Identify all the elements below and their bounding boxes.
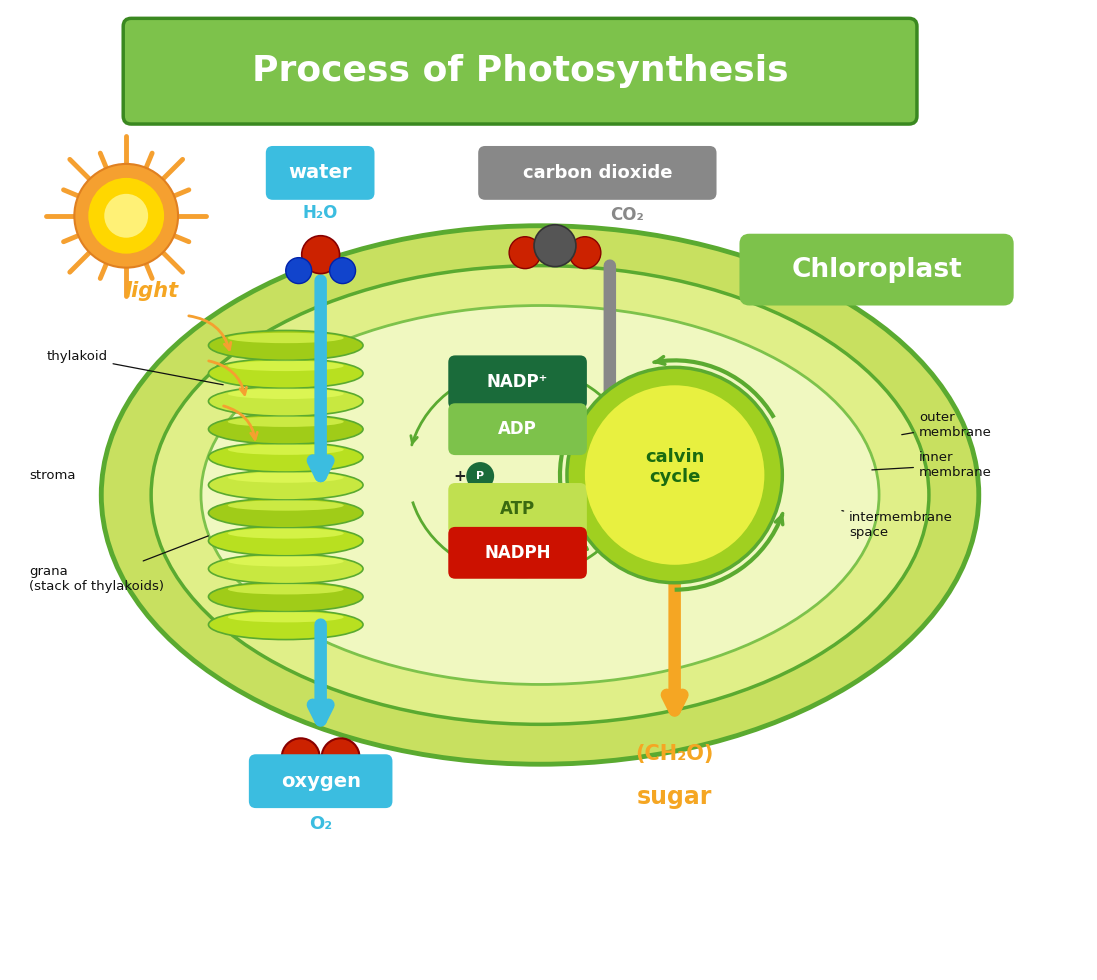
- FancyBboxPatch shape: [478, 146, 716, 200]
- Ellipse shape: [151, 266, 929, 724]
- FancyBboxPatch shape: [265, 146, 374, 200]
- Ellipse shape: [208, 470, 363, 500]
- Text: intermembrane
space: intermembrane space: [841, 511, 953, 539]
- FancyBboxPatch shape: [449, 527, 587, 579]
- Ellipse shape: [228, 528, 343, 539]
- Ellipse shape: [208, 610, 363, 640]
- Text: oxygen: oxygen: [281, 771, 361, 791]
- Text: Chloroplast: Chloroplast: [791, 257, 962, 282]
- Text: P: P: [476, 471, 484, 481]
- FancyBboxPatch shape: [449, 483, 587, 535]
- Text: (CH₂O): (CH₂O): [635, 744, 714, 764]
- Ellipse shape: [228, 444, 343, 455]
- Text: H₂O: H₂O: [303, 204, 338, 221]
- Circle shape: [585, 385, 765, 564]
- Ellipse shape: [208, 498, 363, 528]
- Ellipse shape: [228, 361, 343, 371]
- Circle shape: [509, 237, 541, 269]
- Text: O₂: O₂: [309, 815, 332, 833]
- FancyBboxPatch shape: [449, 403, 587, 455]
- Ellipse shape: [201, 306, 879, 684]
- Ellipse shape: [228, 388, 343, 399]
- Ellipse shape: [208, 442, 363, 472]
- Text: grana
(stack of thylakoids): grana (stack of thylakoids): [30, 536, 208, 593]
- FancyBboxPatch shape: [123, 19, 917, 124]
- Text: +: +: [453, 468, 465, 483]
- Text: CO₂: CO₂: [610, 206, 644, 223]
- Ellipse shape: [228, 556, 343, 566]
- FancyBboxPatch shape: [739, 233, 1014, 306]
- Circle shape: [75, 164, 178, 268]
- Circle shape: [466, 463, 494, 490]
- Text: ADP: ADP: [498, 420, 536, 438]
- Text: carbon dioxide: carbon dioxide: [522, 164, 672, 182]
- Text: inner
membrane: inner membrane: [872, 451, 992, 479]
- Ellipse shape: [228, 500, 343, 511]
- Circle shape: [302, 236, 340, 273]
- Circle shape: [285, 258, 312, 283]
- Text: Process of Photosynthesis: Process of Photosynthesis: [252, 54, 789, 88]
- Text: thylakoid: thylakoid: [46, 351, 223, 385]
- Text: stroma: stroma: [30, 468, 76, 481]
- Circle shape: [88, 178, 165, 254]
- Text: NADP⁺: NADP⁺: [487, 373, 548, 391]
- Circle shape: [104, 194, 148, 238]
- Ellipse shape: [228, 472, 343, 483]
- Text: calvin
cycle: calvin cycle: [645, 448, 704, 486]
- Text: NADPH: NADPH: [485, 544, 551, 562]
- FancyBboxPatch shape: [249, 755, 393, 808]
- Ellipse shape: [228, 416, 343, 427]
- Ellipse shape: [228, 332, 343, 343]
- Circle shape: [282, 738, 319, 776]
- Text: water: water: [289, 164, 352, 182]
- Ellipse shape: [208, 359, 363, 388]
- Text: ATP: ATP: [500, 500, 535, 518]
- Circle shape: [534, 224, 576, 267]
- Ellipse shape: [101, 225, 979, 764]
- Ellipse shape: [208, 526, 363, 556]
- Ellipse shape: [208, 582, 363, 612]
- Circle shape: [321, 738, 360, 776]
- Circle shape: [567, 368, 782, 583]
- Ellipse shape: [208, 386, 363, 416]
- Circle shape: [569, 237, 601, 269]
- Text: sugar: sugar: [637, 785, 712, 809]
- Ellipse shape: [228, 612, 343, 622]
- Circle shape: [329, 258, 355, 283]
- Text: outer
membrane: outer membrane: [902, 412, 992, 439]
- Ellipse shape: [228, 584, 343, 595]
- Ellipse shape: [208, 554, 363, 584]
- Ellipse shape: [208, 330, 363, 361]
- Text: light: light: [124, 280, 178, 301]
- Ellipse shape: [208, 415, 363, 444]
- FancyBboxPatch shape: [449, 356, 587, 410]
